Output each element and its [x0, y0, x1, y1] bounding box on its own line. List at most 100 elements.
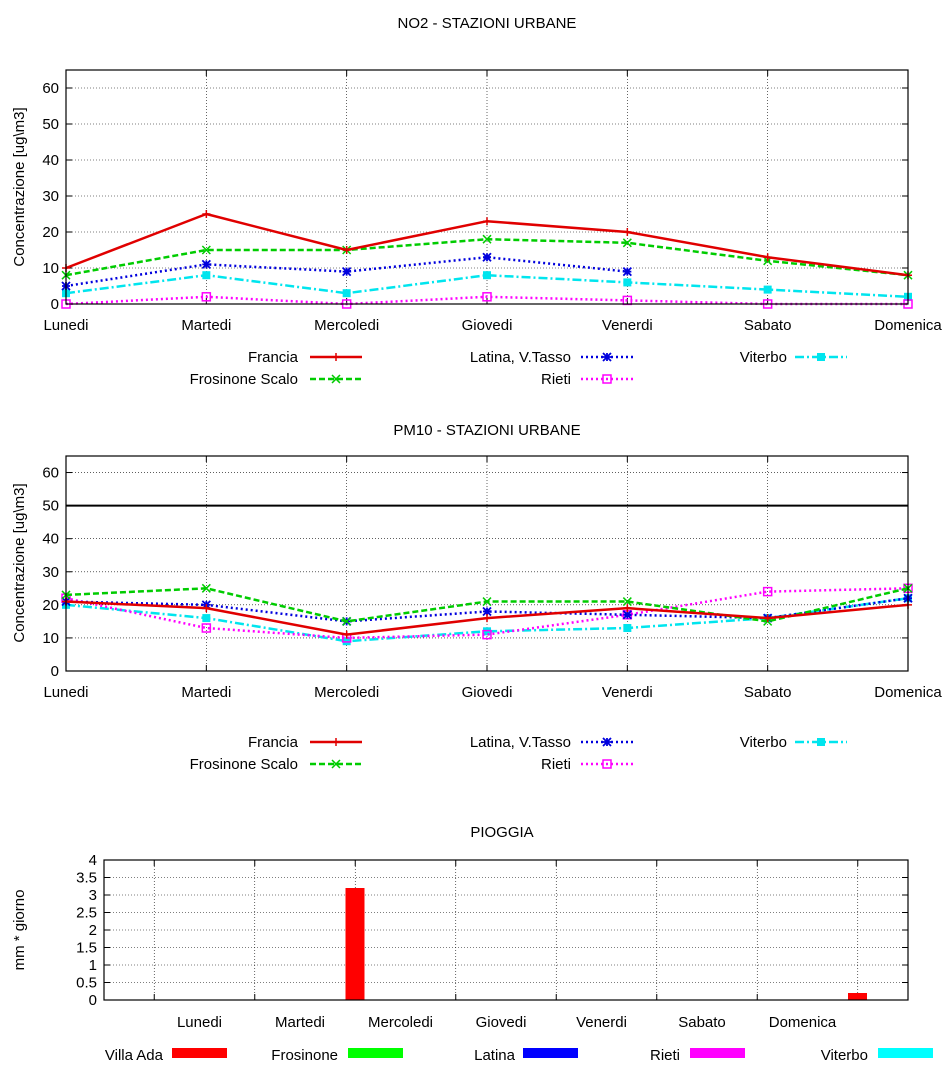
x-tick-label: Giovedi	[462, 317, 513, 334]
y-tick-label: 10	[42, 630, 59, 647]
x-tick-label: Domenica	[874, 317, 942, 334]
data-point	[483, 614, 491, 623]
legend-label: Latina	[474, 1047, 516, 1064]
legend-marker	[602, 374, 612, 384]
legend-label: Frosinone Scalo	[190, 371, 298, 388]
x-tick-label: Martedi	[181, 317, 231, 334]
data-point	[202, 604, 211, 613]
data-point	[342, 616, 352, 626]
bar	[345, 888, 365, 1000]
data-point	[623, 278, 632, 287]
y-axis-label: Concentrazione [ug\m3]	[11, 107, 28, 266]
legend: Villa Ada Frosinone Latina Rieti Viterbo	[105, 1047, 933, 1064]
x-tick-label: Martedi	[181, 684, 231, 701]
x-tick-label: Venerdi	[576, 1014, 627, 1031]
y-tick-label: 60	[42, 80, 59, 97]
data-point	[202, 271, 211, 280]
x-tick-label: Domenica	[874, 684, 942, 701]
data-point	[482, 252, 492, 262]
legend-marker	[817, 353, 825, 361]
data-point	[623, 604, 632, 613]
data-point	[201, 292, 212, 302]
legend-label: Rieti	[541, 756, 571, 773]
y-tick-label: 10	[42, 260, 59, 277]
series-villa-ada	[345, 888, 867, 1000]
legend-marker	[602, 352, 612, 362]
y-tick-label: 60	[42, 465, 59, 482]
data-point	[482, 629, 492, 640]
data-point	[622, 238, 632, 248]
data-point	[482, 234, 492, 244]
legend: Francia Frosinone Scalo Latina, V.Tasso Rie…	[190, 349, 847, 388]
y-tick-label: 3	[89, 887, 97, 904]
x-tick-label: Sabato	[744, 684, 792, 701]
legend-marker	[332, 738, 340, 746]
series-latina-v-tasso	[61, 252, 632, 291]
legend-swatch	[172, 1048, 227, 1058]
bar-chart: PIOGGIA mm * giorno 00.511.522.533.54 Luned…	[11, 824, 933, 1064]
x-tick-label: Domenica	[769, 1014, 837, 1031]
legend-marker	[602, 737, 612, 747]
data-point	[623, 228, 632, 236]
y-tick-label: 0	[51, 296, 59, 313]
x-tick-label: Giovedi	[462, 684, 513, 701]
y-tick-label: 4	[89, 852, 97, 869]
legend-marker	[817, 738, 825, 746]
x-tick-label: Sabato	[744, 317, 792, 334]
data-point	[623, 624, 632, 632]
series-line	[65, 295, 908, 306]
y-tick-label: 0	[51, 663, 59, 680]
x-tick-label: Mercoledi	[368, 1014, 433, 1031]
data-point	[622, 610, 632, 620]
legend-label: Francia	[248, 734, 299, 751]
data-point	[482, 606, 492, 617]
data-point	[342, 246, 351, 254]
data-point	[201, 583, 211, 593]
data-point	[763, 253, 772, 262]
data-point	[202, 614, 211, 623]
legend-swatch	[878, 1048, 933, 1058]
data-point	[342, 289, 351, 298]
data-point	[483, 271, 491, 280]
chart-title: PM10 - STAZIONI URBANE	[393, 422, 580, 439]
data-point	[763, 285, 772, 294]
data-point	[201, 259, 211, 270]
legend-marker	[331, 759, 341, 769]
line-chart-1: NO2 - STAZIONI URBANE Concentrazione [ug\…	[11, 15, 942, 388]
bar	[848, 993, 867, 1000]
y-tick-label: 20	[42, 597, 59, 614]
data-point	[202, 210, 211, 218]
legend-label: Latina, V.Tasso	[470, 349, 571, 366]
data-point	[762, 586, 773, 597]
chart-title: PIOGGIA	[470, 824, 533, 841]
plot-frame	[65, 69, 909, 305]
y-tick-label: 2.5	[76, 905, 97, 922]
legend-label: Viterbo	[740, 349, 787, 366]
legend-label: Viterbo	[740, 734, 787, 751]
chart-title: NO2 - STAZIONI URBANE	[398, 15, 577, 32]
y-tick-label: 1.5	[76, 940, 97, 957]
legend-label: Rieti	[541, 371, 571, 388]
legend-label: Frosinone	[271, 1047, 338, 1064]
y-tick-label: 30	[42, 188, 59, 205]
y-tick-label: 3.5	[76, 870, 97, 887]
x-tick-label: Lunedi	[43, 684, 88, 701]
x-tick-label: Lunedi	[177, 1014, 222, 1031]
y-tick-label: 50	[42, 498, 59, 515]
x-tick-label: Sabato	[678, 1014, 726, 1031]
legend-label: Viterbo	[821, 1047, 868, 1064]
legend: Francia Frosinone Scalo Latina, V.Tasso Rie…	[190, 734, 847, 773]
legend-swatch	[523, 1048, 578, 1058]
data-point	[483, 217, 491, 226]
y-tick-label: 0.5	[76, 975, 97, 992]
x-tick-label: Mercoledi	[314, 684, 379, 701]
y-axis-label: Concentrazione [ug\m3]	[11, 483, 28, 642]
y-tick-label: 20	[42, 224, 59, 241]
legend-label: Villa Ada	[105, 1047, 164, 1064]
data-point	[482, 292, 492, 302]
x-tick-label: Martedi	[275, 1014, 325, 1031]
y-tick-label: 2	[89, 922, 97, 939]
x-tick-label: Mercoledi	[314, 317, 379, 334]
x-tick-label: Giovedi	[476, 1014, 527, 1031]
